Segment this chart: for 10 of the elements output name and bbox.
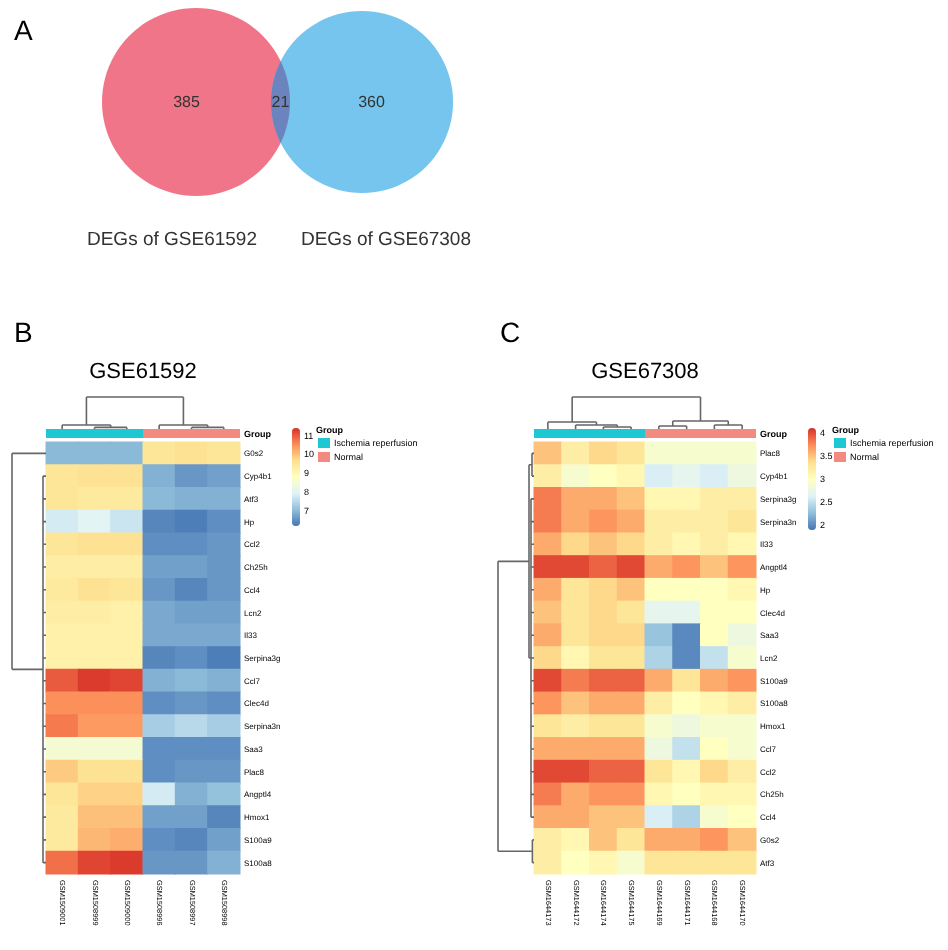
category-label: DEGs of GSE67308 [300, 229, 472, 251]
category-label: DEGs of GSE61592 [86, 229, 258, 251]
data-label: 360 [358, 93, 386, 111]
text: A [14, 14, 34, 46]
text: B [14, 316, 33, 348]
chart-title: GSE67308 [591, 360, 699, 384]
data-label: 385 [173, 93, 201, 111]
chart-title: GSE61592 [89, 360, 197, 384]
text: C [500, 316, 521, 348]
data-label: 21 [271, 93, 291, 111]
